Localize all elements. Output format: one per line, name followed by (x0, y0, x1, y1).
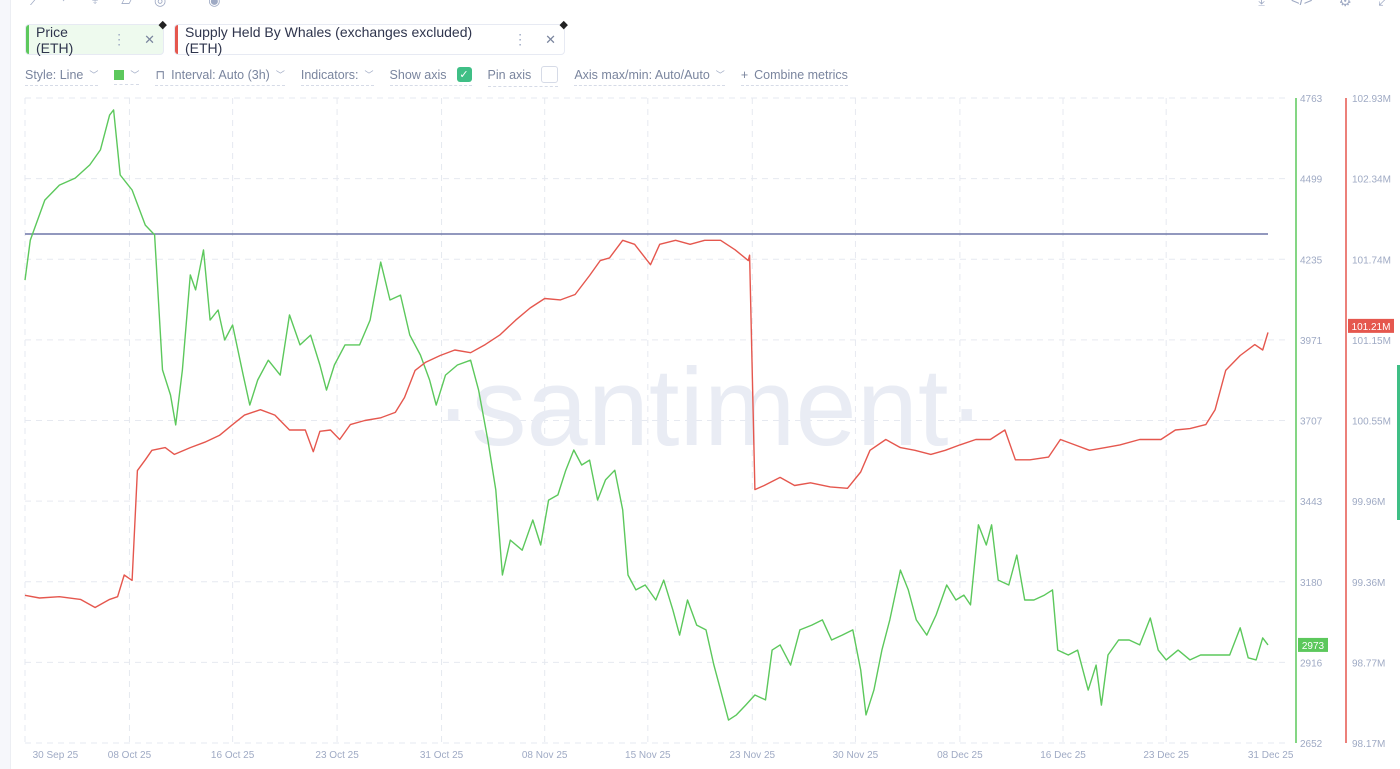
note-tool-icon[interactable]: ▱ (121, 0, 132, 8)
interval-label: Interval: Auto (3h) (171, 67, 270, 82)
x-tick-label: 08 Nov 25 (522, 750, 568, 761)
price-line (24, 109, 1269, 721)
chevron-down-icon: ﹀ (715, 70, 725, 80)
fullscreen-icon[interactable]: ⤢ (1377, 0, 1390, 9)
combine-label: Combine metrics (754, 67, 848, 82)
x-tick-label: 30 Sep 25 (33, 750, 79, 761)
x-tick-label: 31 Oct 25 (420, 750, 464, 761)
eye-icon[interactable]: ◉ (208, 0, 221, 8)
axes: 4763 102.93M 4499 102.34M 4235 101.74M 3971 101… (33, 94, 1400, 761)
style-label: Style: Line (25, 67, 84, 82)
style-dropdown[interactable]: Style: Line ﹀ (25, 67, 99, 86)
metric-chip-price[interactable]: Price (ETH) ⋮ ✕ ◆ (25, 19, 167, 56)
grid (24, 97, 1285, 744)
color-picker[interactable]: ﹀ (114, 68, 140, 85)
price-tick-label: 3971 (1300, 336, 1323, 347)
eth-icon: ◆ (158, 19, 167, 31)
x-tick-label: 30 Nov 25 (833, 750, 879, 761)
combine-metrics-button[interactable]: + Combine metrics (740, 67, 848, 86)
price-tick-label: 2916 (1300, 658, 1323, 669)
plus-icon: + (740, 67, 749, 82)
pin-tool-icon[interactable]: ⍖ (90, 0, 100, 8)
price-last-value: 2973 (1302, 641, 1325, 652)
whale-last-badge (1348, 318, 1394, 333)
metric-color-bar (26, 25, 29, 54)
chevron-down-icon: ﹀ (89, 70, 99, 80)
price-tick-label: 4763 (1300, 94, 1323, 105)
x-tick-label: 23 Oct 25 (315, 750, 359, 761)
ruler-icon: ⊓ (155, 68, 166, 82)
metric-color-bar (175, 25, 178, 54)
chevron-down-icon: ﹀ (130, 70, 140, 80)
remove-metric-icon[interactable]: ✕ (545, 31, 556, 47)
embed-code-icon[interactable]: </> (1290, 0, 1313, 9)
axis-maxmin-dropdown[interactable]: Axis max/min: Auto/Auto ﹀ (574, 68, 725, 86)
price-last-badge (1298, 637, 1328, 652)
whale-tick-label: 100.55M (1352, 417, 1391, 428)
pin-axis-toggle[interactable]: Pin axis (487, 66, 559, 87)
whale-tick-label: 101.15M (1352, 336, 1391, 347)
price-tick-label: 4499 (1300, 175, 1323, 186)
interval-dropdown[interactable]: ⊓ Interval: Auto (3h) ﹀ (155, 67, 285, 86)
watermark: ·santiment· (435, 346, 985, 469)
color-swatch (114, 69, 125, 80)
drawing-toolbar: ⟋ ⸍ ⍖ ▱ ◎ ◉ (30, 0, 220, 11)
metric-chip-whales[interactable]: Supply Held By Whales (exchanges exclude… (174, 19, 568, 56)
left-sidebar-edge (0, 0, 11, 769)
whale-tick-label: 102.34M (1352, 175, 1391, 186)
x-tick-label: 08 Oct 25 (108, 750, 152, 761)
whale-supply-line (24, 239, 1269, 609)
series-lines (24, 109, 1269, 721)
pin-axis-label: Pin axis (487, 67, 532, 82)
pin-axis-checkbox[interactable] (541, 66, 559, 83)
chevron-down-icon: ﹀ (364, 70, 374, 80)
line-tool-icon[interactable]: ⟋ (30, 0, 40, 8)
whale-tick-label: 98.77M (1352, 658, 1385, 669)
whale-tick-label: 99.96M (1352, 497, 1385, 508)
download-icon[interactable]: ⤓ (1258, 0, 1265, 9)
indicators-dropdown[interactable]: Indicators: ﹀ (300, 67, 374, 86)
x-tick-label: 15 Nov 25 (625, 750, 671, 761)
whale-tick-label: 99.36M (1352, 578, 1385, 589)
price-tick-label: 3180 (1300, 578, 1323, 589)
metric-menu-icon[interactable]: ⋮ (513, 31, 528, 47)
x-tick-label: 23 Nov 25 (729, 750, 775, 761)
x-tick-label: 31 Dec 25 (1248, 750, 1294, 761)
metric-label: Price (ETH) (36, 23, 74, 56)
whale-tick-label: 101.74M (1352, 255, 1391, 266)
whale-last-value: 101.21M (1352, 322, 1391, 333)
remove-metric-icon[interactable]: ✕ (144, 31, 155, 47)
axis-maxmin-label: Axis max/min: Auto/Auto (574, 67, 710, 82)
x-tick-label: 16 Oct 25 (211, 750, 255, 761)
show-axis-label: Show axis (389, 67, 447, 82)
price-tick-label: 2652 (1300, 739, 1323, 750)
whale-tick-label: 98.17M (1352, 739, 1385, 750)
metric-settings-bar: Style: Line ﹀ ﹀ ⊓ Interval: Auto (3h) ﹀ Ind… (25, 66, 848, 87)
ray-tool-icon[interactable]: ⸍ (61, 0, 69, 9)
emoji-tool-icon[interactable]: ◎ (154, 0, 167, 8)
price-tick-label: 3443 (1300, 497, 1323, 508)
chevron-down-icon: ﹀ (275, 70, 285, 80)
show-axis-toggle[interactable]: Show axis ✓ (389, 67, 472, 86)
price-tick-label: 3707 (1300, 417, 1323, 428)
indicators-label: Indicators: (300, 67, 359, 82)
settings-gear-icon[interactable]: ⚙ (1338, 0, 1352, 10)
metric-label: Supply Held By Whales (exchanges exclude… (185, 23, 473, 56)
x-tick-label: 08 Dec 25 (937, 750, 983, 761)
whale-tick-label: 102.93M (1352, 94, 1391, 105)
metric-menu-icon[interactable]: ⋮ (112, 31, 127, 47)
x-tick-label: 23 Dec 25 (1143, 750, 1189, 761)
x-tick-label: 16 Dec 25 (1040, 750, 1086, 761)
chart-actions: ⤓ </> ⚙ ⤢ (1258, 0, 1390, 10)
eth-icon: ◆ (559, 19, 568, 31)
show-axis-checkbox[interactable]: ✓ (456, 67, 472, 82)
price-tick-label: 4235 (1300, 255, 1323, 266)
